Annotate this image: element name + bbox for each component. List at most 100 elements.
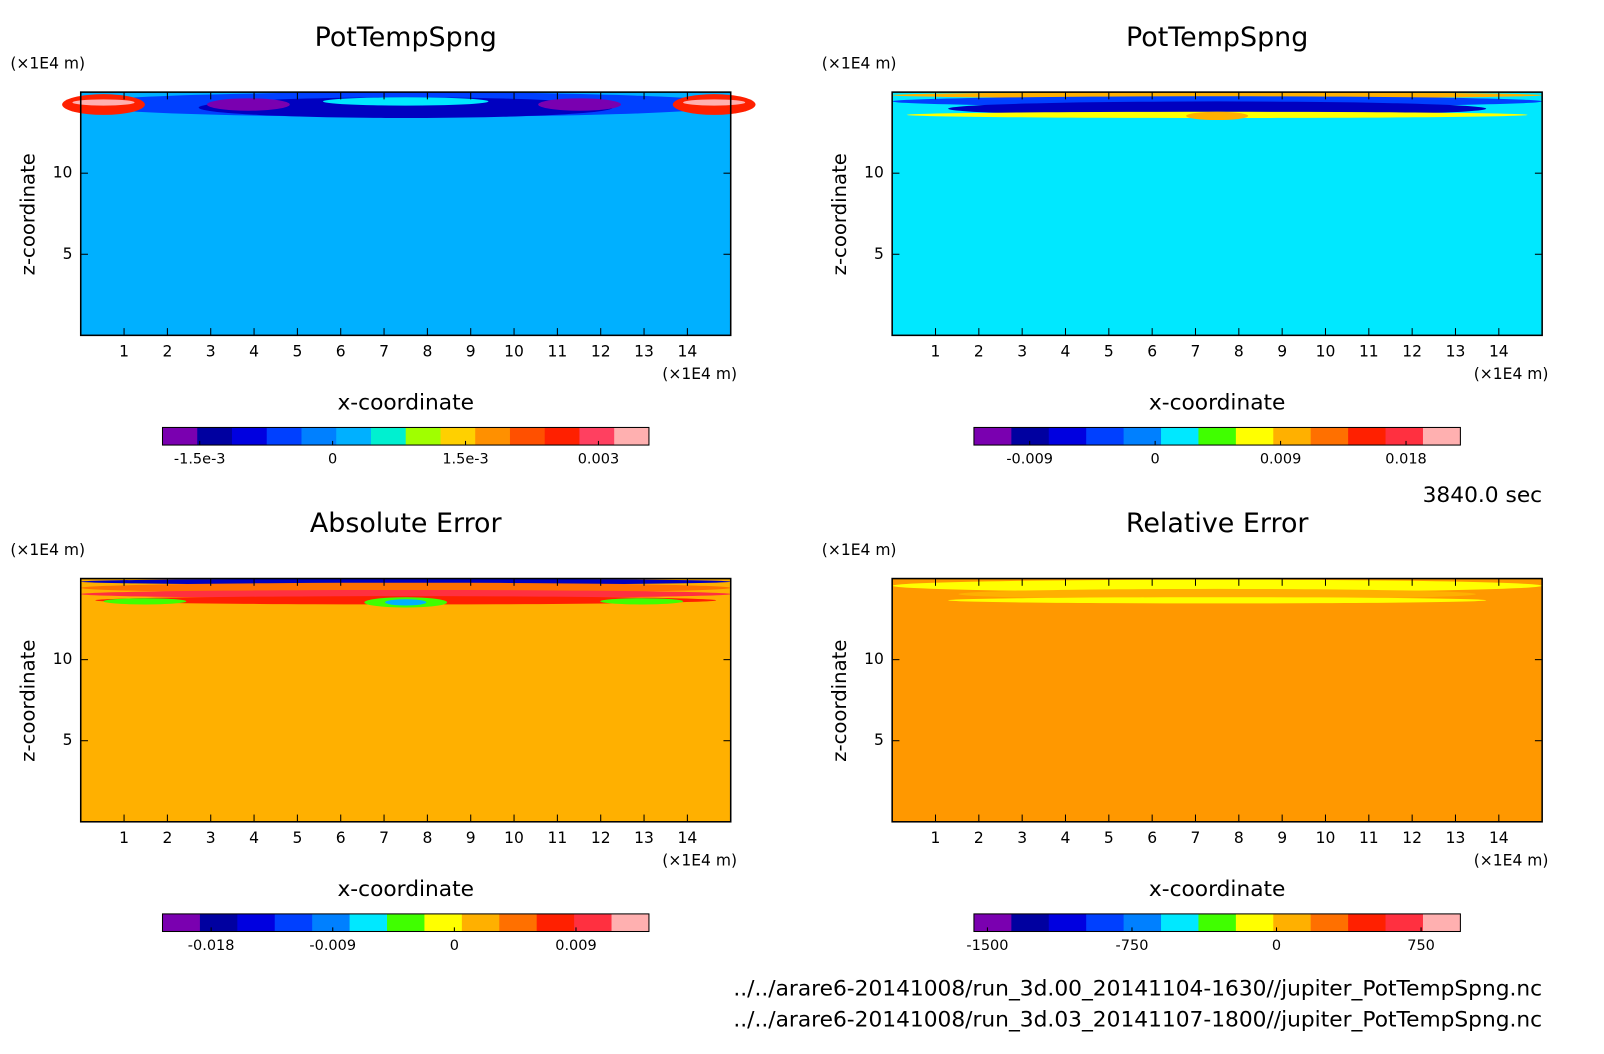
- colorbar-tick-label: 0: [1151, 452, 1160, 468]
- x-tick-label: 11: [548, 829, 568, 847]
- colorbar-frame: [973, 913, 1461, 933]
- x-tick-label: 10: [504, 342, 524, 360]
- x-tick-label: 6: [336, 342, 346, 360]
- colorbar-segment: [1422, 427, 1461, 446]
- x-tick-label: 11: [1359, 342, 1379, 360]
- colorbar-tick-label: -0.018: [188, 938, 235, 954]
- x-tick-label: 14: [1489, 829, 1509, 847]
- x-tick-label: 13: [634, 829, 654, 847]
- colorbar-tick-label: 0: [328, 452, 337, 468]
- colorbar-segment: [1273, 427, 1312, 446]
- colorbar-segment: [1161, 427, 1199, 446]
- colorbar-segment: [574, 913, 613, 932]
- time-label: 3840.0 sec: [1423, 483, 1543, 508]
- panel: Relative Error (×1E4 m) (×1E4 m) x-coordina…: [822, 508, 1549, 954]
- colorbar-segment: [1123, 427, 1162, 446]
- x-tick-label: 4: [249, 342, 259, 360]
- colorbar-segment: [370, 427, 407, 446]
- y-tick-label: 5: [63, 731, 73, 749]
- x-tick-label: 7: [379, 342, 389, 360]
- colorbar-segment: [405, 427, 441, 446]
- x-tick-label: 1: [119, 342, 129, 360]
- field-contour: [72, 99, 135, 106]
- colorbar-segment: [162, 913, 201, 932]
- colorbar-segment: [1385, 913, 1424, 932]
- x-tick-label: 11: [1359, 829, 1379, 847]
- y-axis-label: z-coordinate: [16, 153, 39, 275]
- panel: PotTempSpng (×1E4 m) (×1E4 m) x-coordinate z…: [10, 22, 756, 468]
- x-tick-label: 3: [1017, 829, 1027, 847]
- colorbar-tick-label: 0.018: [1385, 452, 1426, 468]
- x-tick-label: 9: [466, 829, 476, 847]
- x-tick-label: 5: [1104, 342, 1114, 360]
- plot-frame: [891, 91, 1543, 337]
- colorbar-segment: [544, 427, 580, 446]
- x-tick-label: 4: [1061, 829, 1071, 847]
- x-tick-label: 14: [1489, 342, 1509, 360]
- x-tick-label: 9: [466, 342, 476, 360]
- field-background: [892, 578, 1543, 822]
- colorbar-segment: [614, 427, 650, 446]
- field-contour: [80, 589, 731, 599]
- y-tick-label: 10: [864, 650, 884, 668]
- field-background: [80, 578, 731, 822]
- x-tick-label: 3: [206, 342, 216, 360]
- colorbar-tick-label: -1.5e-3: [174, 452, 226, 468]
- x-tick-label: 4: [1061, 342, 1071, 360]
- colorbar-segment: [1273, 913, 1312, 932]
- field-contour: [80, 582, 731, 594]
- colorbar-segment: [461, 913, 500, 932]
- colorbar-segment: [1086, 427, 1125, 446]
- colorbar-segment: [1198, 913, 1237, 932]
- field-contour: [207, 98, 290, 111]
- panel-title: PotTempSpng: [315, 22, 497, 53]
- colorbar-segment: [1011, 913, 1050, 932]
- x-unit: (×1E4 m): [1474, 852, 1549, 870]
- colorbar-tick-label: -0.009: [309, 938, 356, 954]
- colorbar-frame: [161, 426, 650, 446]
- y-tick-label: 10: [53, 650, 73, 668]
- x-tick-label: 6: [336, 829, 346, 847]
- x-tick-label: 13: [1446, 342, 1466, 360]
- colorbar-segment: [1310, 427, 1349, 446]
- plot-frame: [79, 91, 732, 337]
- x-tick-label: 11: [548, 342, 568, 360]
- x-tick-label: 7: [1191, 829, 1201, 847]
- plot-frame: [891, 577, 1543, 823]
- colorbar-tick-label: 0.009: [1260, 452, 1301, 468]
- x-tick-label: 5: [1104, 829, 1114, 847]
- colorbar-segment: [336, 427, 372, 446]
- x-tick-label: 1: [119, 829, 129, 847]
- colorbar-segment: [1086, 913, 1125, 932]
- figure-content: 3840.0 sec ../../arare6-20141008/run_3d.…: [10, 22, 1548, 1033]
- colorbar-tick-label: -750: [1116, 938, 1149, 954]
- y-unit: (×1E4 m): [822, 541, 897, 559]
- x-tick-label: 9: [1277, 829, 1287, 847]
- field-contour: [385, 599, 427, 606]
- x-tick-label: 13: [634, 342, 654, 360]
- colorbar-tick-label: 0: [450, 938, 459, 954]
- colorbar-segment: [973, 427, 1012, 446]
- y-tick-label: 10: [864, 164, 884, 182]
- x-unit: (×1E4 m): [1474, 365, 1549, 383]
- y-tick-label: 10: [53, 164, 73, 182]
- x-tick-label: 12: [1402, 829, 1422, 847]
- field-contour: [103, 598, 187, 605]
- colorbar-segment: [475, 427, 511, 446]
- x-tick-label: 1: [931, 829, 941, 847]
- x-tick-label: 9: [1277, 342, 1287, 360]
- colorbar-tick-label: 1.5e-3: [442, 452, 488, 468]
- x-tick-label: 8: [422, 342, 432, 360]
- colorbar-tick-label: 0.003: [578, 452, 619, 468]
- file-path: ../../arare6-20141008/run_3d.03_20141107…: [733, 1008, 1542, 1033]
- colorbar-tick-label: 0: [1272, 938, 1281, 954]
- y-unit: (×1E4 m): [10, 541, 85, 559]
- x-tick-label: 3: [1017, 342, 1027, 360]
- y-axis-label: z-coordinate: [16, 640, 39, 762]
- field-background: [80, 92, 731, 336]
- colorbar-segment: [1198, 427, 1237, 446]
- x-tick-label: 5: [292, 342, 302, 360]
- field-contour: [683, 99, 746, 106]
- colorbar-tick-label: 0.009: [555, 938, 596, 954]
- colorbar-frame: [973, 426, 1461, 446]
